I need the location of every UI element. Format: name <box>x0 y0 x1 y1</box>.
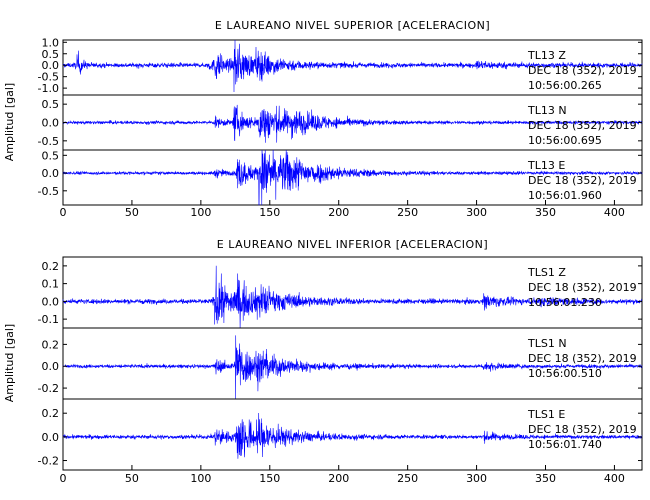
y-tick-label: -0.5 <box>38 71 59 84</box>
y-tick-label: 0.5 <box>42 149 60 162</box>
y-tick-label: 0.1 <box>42 278 60 291</box>
y-tick-label: 1.0 <box>42 36 60 49</box>
panel-2: E LAUREANO NIVEL INFERIOR [ACELERACION] A… <box>3 238 643 485</box>
trace-annotation: TL13 E <box>527 159 565 172</box>
waveform-line <box>62 412 643 459</box>
y-axis-label: Amplitud [gal] <box>3 83 16 161</box>
trace-annotation: DEC 18 (352), 2019 <box>528 352 637 365</box>
trace-annotation: TLS1 E <box>527 408 565 421</box>
trace-2: 0.5 0.0 -0.5 TL13 N DEC 18 (352), 2019 10:56:… <box>38 94 643 151</box>
y-tick-label: -0.2 <box>38 455 59 468</box>
trace-annotation: 10:56:01.960 <box>528 189 602 202</box>
trace-annotation: TLS1 N <box>527 337 567 350</box>
waveform-line <box>62 265 643 329</box>
trace-1: 0.2 0.1 0.0 -0.1 TLS1 Z DEC 18 (352), 2019 10:… <box>38 256 643 329</box>
trace-annotation: 10:56:00.510 <box>528 367 602 380</box>
x-tick-label: 250 <box>397 472 418 485</box>
y-tick-label: -0.5 <box>38 135 59 148</box>
x-tick-label: 50 <box>125 472 139 485</box>
y-tick-label: 0.5 <box>42 98 60 111</box>
y-tick-label: 0.2 <box>42 338 60 351</box>
chart-title: E LAUREANO NIVEL SUPERIOR [ACELERACION] <box>215 19 490 32</box>
trace-2: 0.2 0.0 -0.2 TLS1 N DEC 18 (352), 2019 10:56:… <box>38 327 643 400</box>
x-tick-label: 200 <box>328 472 349 485</box>
x-tick-label: 100 <box>190 206 211 219</box>
trace-annotation: 10:56:00.265 <box>528 79 602 92</box>
x-tick-label: 300 <box>466 206 487 219</box>
y-tick-label: 0.0 <box>42 360 60 373</box>
trace-annotation: TL13 N <box>527 104 567 117</box>
y-tick-label: 0.0 <box>42 295 60 308</box>
y-tick-label: -0.1 <box>38 313 59 326</box>
trace-annotation: TL13 Z <box>527 49 566 62</box>
trace-1: 1.00.50.0-0.5-1.0 TL13 Z DEC 18 (352), 201… <box>38 36 643 96</box>
y-tick-label: 0.2 <box>42 407 60 420</box>
trace-frame <box>62 149 643 206</box>
waveform-line <box>62 335 643 400</box>
trace-frame <box>62 398 643 471</box>
trace-annotation: DEC 18 (352), 2019 <box>528 423 637 436</box>
x-tick-label: 250 <box>397 206 418 219</box>
waveform-line <box>62 39 643 93</box>
waveform-line <box>62 104 643 143</box>
trace-annotation: 10:56:00.695 <box>528 134 602 147</box>
x-tick-label: 150 <box>259 206 280 219</box>
x-axis: 0 50 100 150 200 250 300 350 400 <box>60 465 625 485</box>
y-tick-label: 0.0 <box>42 431 60 444</box>
y-tick-label: 0.2 <box>42 260 60 273</box>
y-tick-label: -1.0 <box>38 82 59 95</box>
x-tick-label: 50 <box>125 206 139 219</box>
trace-annotation: TLS1 Z <box>527 266 566 279</box>
y-axis-label: Amplitud [gal] <box>3 324 16 402</box>
panel-1: E LAUREANO NIVEL SUPERIOR [ACELERACION] A… <box>3 19 643 219</box>
trace-annotation: 10:56:01.230 <box>528 296 602 309</box>
x-tick-label: 200 <box>328 206 349 219</box>
chart-title: E LAUREANO NIVEL INFERIOR [ACELERACION] <box>217 238 488 251</box>
y-tick-label: 0.0 <box>42 59 60 72</box>
y-tick-label: 0.0 <box>42 117 60 130</box>
x-tick-label: 400 <box>604 206 625 219</box>
y-tick-label: -0.5 <box>38 185 59 198</box>
trace-annotation: DEC 18 (352), 2019 <box>528 174 637 187</box>
x-tick-label: 300 <box>466 472 487 485</box>
y-tick-label: 0.5 <box>42 48 60 61</box>
waveform-line <box>62 149 643 206</box>
trace-annotation: DEC 18 (352), 2019 <box>528 119 637 132</box>
trace-annotation: 10:56:01.740 <box>528 438 602 451</box>
x-tick-label: 100 <box>190 472 211 485</box>
x-tick-label: 350 <box>535 472 556 485</box>
x-tick-label: 0 <box>60 472 67 485</box>
x-tick-label: 400 <box>604 472 625 485</box>
x-axis: 0 50 100 150 200 250 300 350 400 <box>60 200 625 219</box>
y-tick-label: 0.0 <box>42 167 60 180</box>
trace-3: 0.2 0.0 -0.2 TLS1 E DEC 18 (352), 2019 10:56:… <box>38 398 643 471</box>
x-tick-label: 350 <box>535 206 556 219</box>
trace-annotation: DEC 18 (352), 2019 <box>528 64 637 77</box>
x-tick-label: 0 <box>60 206 67 219</box>
x-tick-label: 150 <box>259 472 280 485</box>
trace-3: 0.5 0.0 -0.5 TL13 E DEC 18 (352), 2019 10:56:… <box>38 149 643 206</box>
trace-annotation: DEC 18 (352), 2019 <box>528 281 637 294</box>
y-tick-label: -0.2 <box>38 382 59 395</box>
